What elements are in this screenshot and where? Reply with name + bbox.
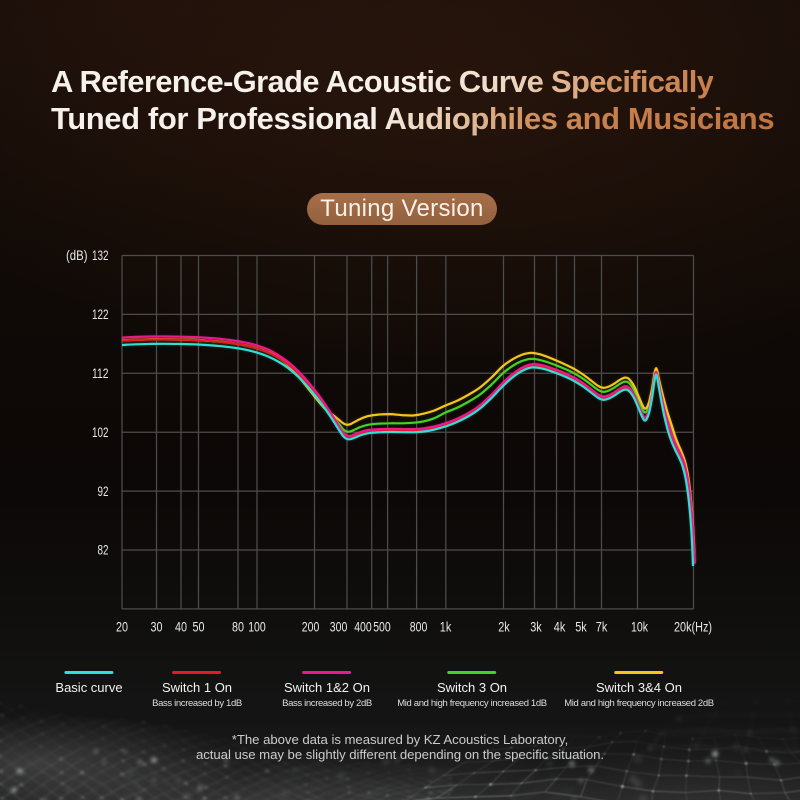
svg-text:122: 122 xyxy=(92,307,109,322)
svg-text:7k: 7k xyxy=(596,620,608,635)
svg-text:2k: 2k xyxy=(498,620,510,635)
svg-text:30: 30 xyxy=(151,620,163,635)
svg-text:102: 102 xyxy=(92,425,109,440)
svg-text:4k: 4k xyxy=(554,620,566,635)
svg-text:300: 300 xyxy=(330,620,348,635)
svg-text:82: 82 xyxy=(98,543,109,558)
svg-text:10k: 10k xyxy=(631,620,648,635)
svg-text:92: 92 xyxy=(98,484,109,499)
svg-text:20k(Hz): 20k(Hz) xyxy=(674,620,712,635)
svg-text:400: 400 xyxy=(354,620,372,635)
svg-text:40: 40 xyxy=(175,620,187,635)
svg-text:3k: 3k xyxy=(530,620,542,635)
svg-text:(dB): (dB) xyxy=(66,248,88,263)
svg-text:112: 112 xyxy=(92,366,109,381)
svg-text:200: 200 xyxy=(302,620,320,635)
svg-text:20: 20 xyxy=(116,620,128,635)
svg-text:132: 132 xyxy=(92,248,109,263)
svg-text:1k: 1k xyxy=(440,620,452,635)
svg-text:80: 80 xyxy=(232,620,244,635)
svg-text:500: 500 xyxy=(373,620,391,635)
svg-text:50: 50 xyxy=(193,620,205,635)
svg-text:100: 100 xyxy=(248,620,266,635)
svg-text:800: 800 xyxy=(410,620,428,635)
svg-text:5k: 5k xyxy=(575,620,587,635)
